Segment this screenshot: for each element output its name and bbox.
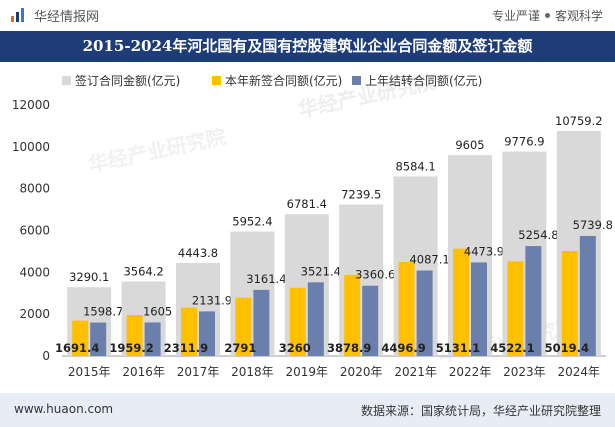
dot-icon xyxy=(544,13,550,18)
bar-new xyxy=(398,261,415,356)
data-label-total: 5952.4 xyxy=(232,214,272,228)
bar-carry xyxy=(525,246,542,356)
data-label-carry: 4087.1 xyxy=(409,253,449,267)
bar-carry xyxy=(199,311,215,356)
data-label-carry: 5739.8 xyxy=(573,218,613,232)
data-label-carry: 5254.8 xyxy=(518,228,558,242)
data-label-total: 4443.8 xyxy=(178,246,218,260)
x-tick-label: 2017年 xyxy=(177,365,220,379)
y-tick-label: 2000 xyxy=(19,307,50,321)
tagline-left: 专业严谨 xyxy=(491,9,540,23)
bar-carry xyxy=(253,289,270,356)
data-label-new: 5019.4 xyxy=(545,341,589,355)
data-label-new: 2791 xyxy=(224,341,256,355)
bar-carry xyxy=(90,322,107,356)
legend-label: 签订合同金额(亿元) xyxy=(75,73,180,88)
data-label-carry: 4473.9 xyxy=(464,244,504,258)
y-tick-label: 4000 xyxy=(19,265,50,279)
data-label-carry: 3360.6 xyxy=(355,268,395,282)
site-url: www.huaon.com xyxy=(14,402,114,416)
bar-new xyxy=(126,315,143,356)
bar-new xyxy=(507,261,524,356)
bar-new xyxy=(453,248,469,356)
y-tick-label: 0 xyxy=(42,349,50,363)
data-label-new: 3878.9 xyxy=(327,341,371,355)
data-label-new: 4496.9 xyxy=(381,341,425,355)
bar-new xyxy=(181,307,197,356)
data-label-carry: 2131.9 xyxy=(192,293,232,307)
x-tick-label: 2022年 xyxy=(449,365,492,379)
chart-title: 2015-2024年河北国有及国有控股建筑业企业合同金额及签订金额 xyxy=(82,37,533,55)
bar-carry xyxy=(307,282,324,356)
x-tick-label: 2015年 xyxy=(68,365,111,379)
legend-swatch xyxy=(62,76,71,85)
data-label-total: 6781.4 xyxy=(287,197,327,211)
title-bar: 2015-2024年河北国有及国有控股建筑业企业合同金额及签订金额 xyxy=(0,31,615,62)
x-tick-label: 2021年 xyxy=(394,365,437,379)
y-tick-label: 10000 xyxy=(12,140,50,154)
bar-carry xyxy=(416,270,433,356)
data-label-total: 3564.2 xyxy=(123,264,163,278)
bar-carry xyxy=(144,322,161,356)
data-label-new: 5131.1 xyxy=(436,341,480,355)
x-tick-label: 2019年 xyxy=(286,365,329,379)
footer: www.huaon.com 数据来源：国家统计局，华经产业研究院整理 xyxy=(0,393,615,427)
bar-carry xyxy=(362,285,379,356)
data-label-total: 9776.9 xyxy=(504,134,544,148)
data-label-carry: 3521.4 xyxy=(301,264,341,278)
data-label-new: 3260 xyxy=(279,341,311,355)
x-tick-label: 2020年 xyxy=(340,365,383,379)
bar-chart: 华经产业研究院华经产业研究院华经产业研究院签订合同金额(亿元)本年新签合同额(亿… xyxy=(12,69,613,379)
data-label-total: 9605 xyxy=(455,138,484,152)
bar-new xyxy=(344,274,361,356)
brand-name: 华经情报网 xyxy=(34,10,100,25)
legend-label: 上年结转合同额(亿元) xyxy=(365,73,482,88)
bar-carry xyxy=(471,262,487,356)
header: 华经情报网 专业严谨 客观科学 xyxy=(0,0,615,30)
watermark-text: 华经产业研究院 xyxy=(86,124,228,177)
x-tick-label: 2024年 xyxy=(558,365,601,379)
data-label-total: 8584.1 xyxy=(395,159,435,173)
data-label-carry: 1605 xyxy=(143,304,172,318)
data-label-total: 7239.5 xyxy=(341,188,381,202)
data-label-total: 3290.1 xyxy=(69,270,109,284)
x-tick-label: 2018年 xyxy=(231,365,274,379)
bar-new xyxy=(235,297,252,356)
data-label-new: 1691.4 xyxy=(55,341,99,355)
bar-new xyxy=(289,287,306,356)
logo-icon xyxy=(11,8,24,22)
data-label-new: 1959.2 xyxy=(109,341,153,355)
bar-new xyxy=(72,320,89,356)
legend-swatch xyxy=(212,76,221,85)
legend-swatch xyxy=(352,76,361,85)
bar-new xyxy=(561,251,578,356)
x-tick-label: 2016年 xyxy=(122,365,165,379)
data-label-carry: 1598.7 xyxy=(83,305,123,319)
y-tick-label: 8000 xyxy=(19,182,50,196)
y-tick-label: 6000 xyxy=(19,224,50,238)
x-tick-label: 2023年 xyxy=(503,365,546,379)
data-label-new: 4522.1 xyxy=(490,341,534,355)
y-tick-label: 12000 xyxy=(12,98,50,112)
bar-carry xyxy=(579,235,596,356)
chart-area: 华经产业研究院华经产业研究院华经产业研究院签订合同金额(亿元)本年新签合同额(亿… xyxy=(0,62,615,392)
data-source: 数据来源：国家统计局，华经产业研究院整理 xyxy=(360,404,601,418)
data-label-carry: 3161.4 xyxy=(246,272,286,286)
tagline-right: 客观科学 xyxy=(554,9,603,23)
data-label-new: 2311.9 xyxy=(164,341,208,355)
tagline: 专业严谨 客观科学 xyxy=(492,7,603,24)
legend-label: 本年新签合同额(亿元) xyxy=(225,73,342,88)
data-label-total: 10759.2 xyxy=(555,114,603,128)
